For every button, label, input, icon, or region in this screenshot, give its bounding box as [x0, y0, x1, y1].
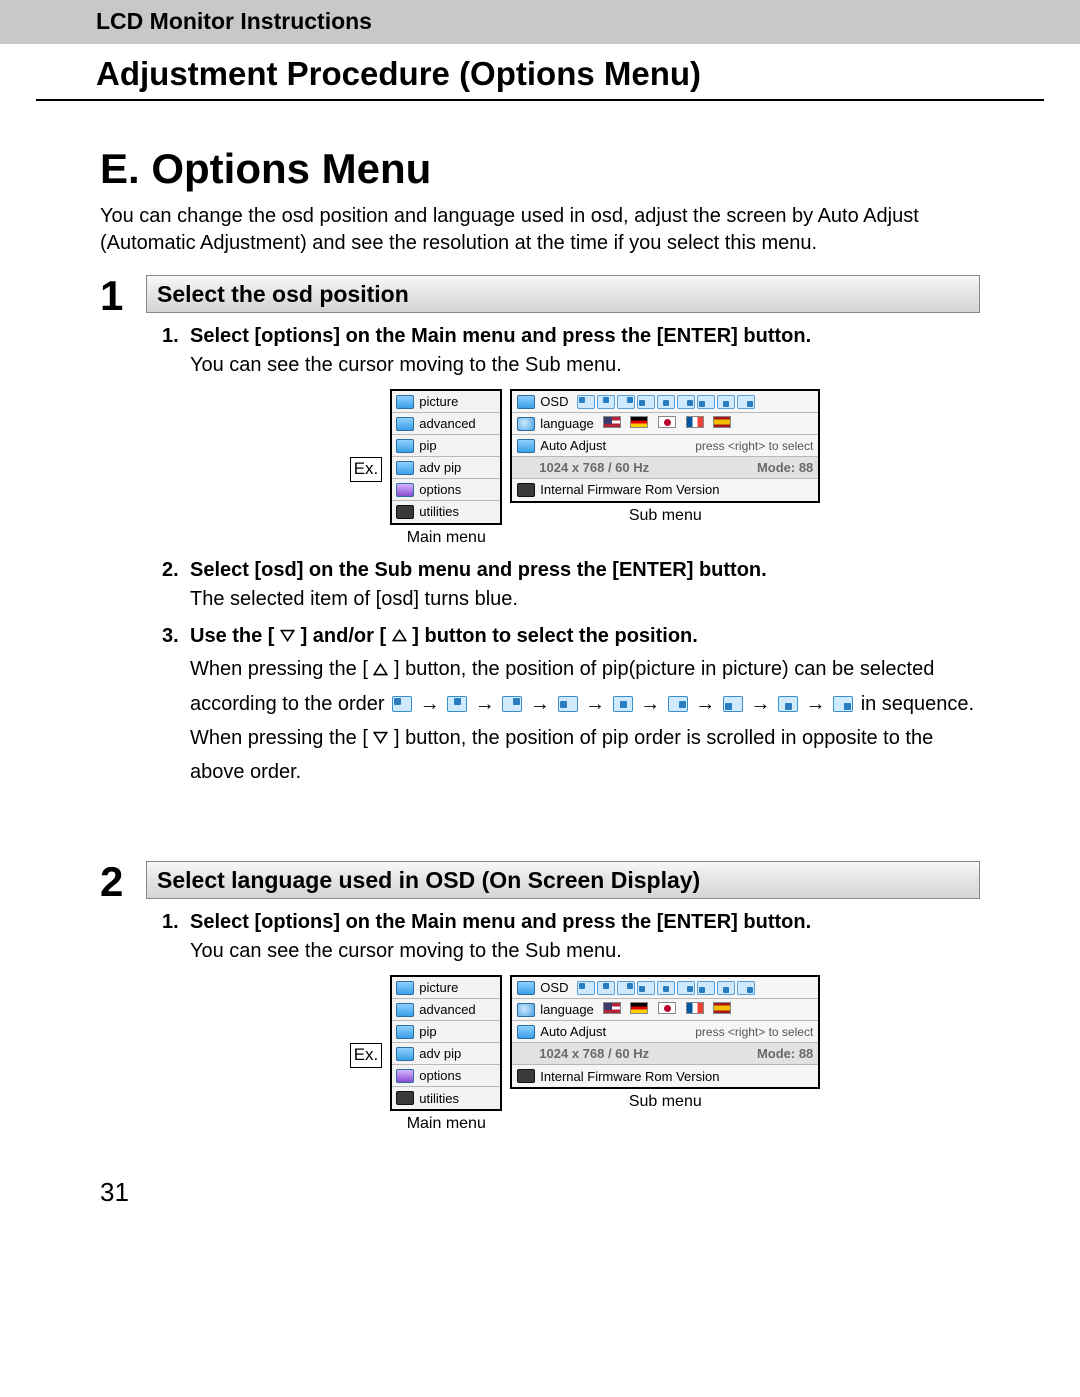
pos-icon [723, 696, 743, 712]
sm-lang: language [540, 1001, 594, 1019]
up-triangle-icon [392, 623, 407, 650]
substep-2-1-text: Select [options] on the Main menu and pr… [190, 909, 980, 936]
mm-item: utilities [419, 1090, 459, 1108]
sm-osd: OSD [540, 393, 568, 411]
mm-item: adv pip [419, 1045, 461, 1063]
mm-item: utilities [419, 503, 459, 521]
main-menu-box-2: picture advanced pip adv pip options uti… [390, 975, 502, 1111]
sm-lang: language [540, 415, 594, 433]
step-2-number: 2 [100, 861, 146, 903]
mm-item: picture [419, 979, 458, 997]
section-title-bar: Adjustment Procedure (Options Menu) [36, 52, 1044, 101]
flag-de-icon [630, 1002, 648, 1014]
substep-1-3-body: When pressing the [ ] button, the positi… [162, 652, 980, 789]
mm-item: options [419, 1067, 461, 1085]
mm-item: pip [419, 1023, 436, 1041]
pos-icon [613, 696, 633, 712]
flag-es-icon [713, 416, 731, 428]
ex-label-1: Ex. [350, 457, 383, 482]
flag-us-icon [603, 1002, 621, 1014]
sm-mode: Mode: 88 [757, 459, 813, 477]
step-2-header: 2 Select language used in OSD (On Screen… [100, 861, 980, 903]
mm-item: advanced [419, 1001, 475, 1019]
sm-resolution: 1024 x 768 / 60 Hz [517, 1045, 649, 1063]
step-1-number: 1 [100, 275, 146, 317]
mm-item: advanced [419, 415, 475, 433]
pos-icon [447, 696, 467, 712]
main-menu-box-1: picture advanced pip adv pip options uti… [390, 389, 502, 525]
flag-es-icon [713, 1002, 731, 1014]
sm-auto-hint: press <right> to select [695, 1024, 813, 1040]
step-1-title: Select the osd position [146, 275, 980, 313]
mm-item: picture [419, 393, 458, 411]
pos-icon [668, 696, 688, 712]
substep-2-1-num: 1. [162, 909, 190, 936]
page-number: 31 [0, 1175, 1080, 1210]
step-2-title: Select language used in OSD (On Screen D… [146, 861, 980, 899]
sm-firmware: Internal Firmware Rom Version [540, 1068, 719, 1086]
substep-2-1: 1. Select [options] on the Main menu and… [162, 909, 980, 965]
page-heading: E. Options Menu [100, 141, 980, 198]
step-1-header: 1 Select the osd position [100, 275, 980, 317]
main-menu-caption-2: Main menu [407, 1113, 486, 1135]
sm-auto: Auto Adjust [540, 1023, 606, 1041]
flag-jp-icon [658, 416, 676, 428]
sm-firmware: Internal Firmware Rom Version [540, 481, 719, 499]
flag-us-icon [603, 416, 621, 428]
sm-auto: Auto Adjust [540, 437, 606, 455]
intro-text: You can change the osd position and lang… [100, 203, 980, 257]
substep-1-3-text: Use the [ ] and/or [ ] button to select … [190, 623, 980, 650]
sub-menu-box-1: OSD [510, 389, 820, 503]
figure-menus-2: Ex. picture advanced pip adv pip options… [162, 975, 980, 1135]
pos-icon [502, 696, 522, 712]
sm-resolution: 1024 x 768 / 60 Hz [517, 459, 649, 477]
ex-label-2: Ex. [350, 1043, 383, 1068]
figure-menus-1: Ex. picture advanced pip adv pip options… [162, 389, 980, 549]
doc-title: LCD Monitor Instructions [96, 6, 372, 37]
pos-icon [833, 696, 853, 712]
substep-1-3: 3. Use the [ ] and/or [ ] button to sele… [162, 623, 980, 790]
flag-fr-icon [686, 1002, 704, 1014]
sm-auto-hint: press <right> to select [695, 438, 813, 454]
sub-menu-caption-2: Sub menu [629, 1091, 702, 1113]
flag-de-icon [630, 416, 648, 428]
substep-1-2-note: The selected item of [osd] turns blue. [162, 586, 980, 613]
up-triangle-icon [373, 653, 388, 687]
pos-icon [778, 696, 798, 712]
main-menu-caption-1: Main menu [407, 527, 486, 549]
section-title: Adjustment Procedure (Options Menu) [36, 52, 701, 97]
mm-item: adv pip [419, 459, 461, 477]
substep-1-1-note: You can see the cursor moving to the Sub… [162, 352, 980, 379]
substep-1-2-text: Select [osd] on the Sub menu and press t… [190, 557, 980, 584]
substep-1-1: 1. Select [options] on the Main menu and… [162, 323, 980, 379]
sub-menu-box-2: OSD [510, 975, 820, 1089]
down-triangle-icon [280, 623, 295, 650]
substep-1-1-text: Select [options] on the Main menu and pr… [190, 323, 980, 350]
flag-jp-icon [658, 1002, 676, 1014]
doc-header: LCD Monitor Instructions [0, 0, 1080, 44]
down-triangle-icon [373, 721, 388, 755]
mm-item: options [419, 481, 461, 499]
pos-icon [392, 696, 412, 712]
substep-1-2-num: 2. [162, 557, 190, 584]
flag-fr-icon [686, 416, 704, 428]
substep-1-1-num: 1. [162, 323, 190, 350]
substep-1-2: 2. Select [osd] on the Sub menu and pres… [162, 557, 980, 613]
sm-osd: OSD [540, 979, 568, 997]
substep-2-1-note: You can see the cursor moving to the Sub… [162, 938, 980, 965]
sub-menu-caption-1: Sub menu [629, 505, 702, 527]
substep-1-3-num: 3. [162, 623, 190, 650]
mm-item: pip [419, 437, 436, 455]
sm-mode: Mode: 88 [757, 1045, 813, 1063]
pos-icon [558, 696, 578, 712]
